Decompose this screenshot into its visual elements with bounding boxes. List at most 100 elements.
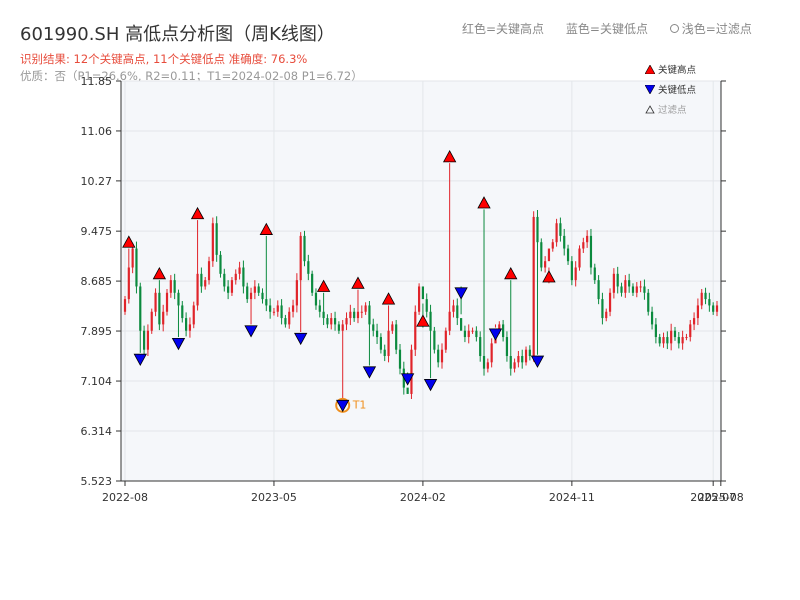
candle-body xyxy=(689,324,692,338)
x-tick-label: 2024-11 xyxy=(549,491,595,504)
candle-body xyxy=(414,311,417,350)
ring-icon xyxy=(669,24,679,33)
candle-body xyxy=(185,318,188,331)
key-low-marker xyxy=(530,355,545,368)
candle-body xyxy=(616,273,619,287)
candle-body xyxy=(712,305,715,312)
key-high-marker xyxy=(381,292,396,305)
candle-body xyxy=(139,286,142,331)
candle-body xyxy=(337,324,340,331)
candle-body xyxy=(570,261,573,281)
candle-body xyxy=(253,286,256,293)
candle-body xyxy=(448,311,451,331)
candle-body xyxy=(284,318,287,325)
candle-body xyxy=(429,311,432,331)
candle-body xyxy=(177,292,180,306)
candle-body xyxy=(398,349,402,369)
candle-body xyxy=(479,337,482,357)
candle-body xyxy=(406,387,409,394)
candle-body xyxy=(582,242,585,249)
candle-body xyxy=(123,299,127,312)
candle-body xyxy=(433,330,436,350)
candle-body xyxy=(162,311,165,325)
candle-body xyxy=(681,337,684,344)
y-tick-label: 7.895 xyxy=(81,325,113,338)
candle-body xyxy=(517,356,520,363)
plot-legend: 关键高点 关键低点 过滤点 xyxy=(644,64,696,124)
y-tick-label: 7.104 xyxy=(81,375,113,388)
candle-body xyxy=(482,356,486,369)
candle-body xyxy=(677,337,680,344)
candle-body xyxy=(509,356,512,369)
candle-body xyxy=(456,305,459,319)
candle-body xyxy=(127,267,130,300)
candle-body xyxy=(150,311,153,331)
candle-body xyxy=(597,280,600,300)
key-low-marker xyxy=(454,287,468,300)
candle-body xyxy=(207,261,211,281)
key-high-marker xyxy=(259,222,273,235)
candle-body xyxy=(586,235,589,243)
key-low-marker xyxy=(336,399,350,413)
candle-body xyxy=(715,305,719,312)
candle-body xyxy=(486,362,489,369)
candle-body xyxy=(341,324,344,331)
t1-label: T1 xyxy=(352,398,367,411)
candle-body xyxy=(444,330,447,350)
key-high-marker xyxy=(477,196,491,209)
candle-body xyxy=(635,286,638,293)
candle-body xyxy=(188,324,192,331)
candle-body xyxy=(551,242,554,249)
candle-body xyxy=(593,267,596,281)
candle-body xyxy=(356,311,360,319)
candle-body xyxy=(269,305,272,312)
key-low-marker xyxy=(423,379,438,392)
candle-body xyxy=(666,337,669,344)
candle-body xyxy=(513,362,516,369)
candle-body xyxy=(574,267,577,281)
candle-body xyxy=(314,292,318,306)
candle-body xyxy=(662,337,665,344)
candle-body xyxy=(639,286,642,288)
candle-body xyxy=(650,311,654,325)
candle-body xyxy=(326,318,329,325)
candle-body xyxy=(647,292,650,312)
candle-body xyxy=(654,324,657,338)
y-tick-label: 8.685 xyxy=(81,275,113,288)
candle-body xyxy=(165,292,169,312)
key-low-marker xyxy=(244,325,258,338)
key-low-marker xyxy=(133,353,147,367)
candle-body xyxy=(395,324,398,350)
candle-body xyxy=(502,324,505,338)
y-tick-label: 11.06 xyxy=(81,125,113,138)
candle-body xyxy=(658,337,661,344)
candle-body xyxy=(333,318,337,325)
candle-body xyxy=(524,349,528,363)
candle-body xyxy=(643,286,646,293)
candle-body xyxy=(578,248,581,268)
candle-body xyxy=(142,330,146,350)
candle-body xyxy=(288,311,291,325)
candle-body xyxy=(238,267,241,274)
candle-body xyxy=(307,261,310,274)
candle-body xyxy=(608,292,612,312)
candle-body xyxy=(364,305,367,312)
candle-body xyxy=(192,305,195,325)
candle-body xyxy=(131,248,134,268)
candle-body xyxy=(452,305,455,312)
top-legend-light: 浅色=过滤点 xyxy=(669,22,752,36)
x-tick-label: 2023-05 xyxy=(251,491,297,504)
candle-body xyxy=(555,223,558,243)
candle-body xyxy=(417,286,421,312)
candle-body xyxy=(440,349,444,363)
candle-body xyxy=(158,292,161,325)
y-tick-label: 11.85 xyxy=(81,75,113,88)
quality-summary: 优质：否（P1=26.6%, R2=0.11；T1=2024-02-08 P1=… xyxy=(20,69,363,83)
candle-body xyxy=(372,324,375,331)
top-legend-blue: 蓝色=关键低点 xyxy=(565,22,648,36)
candle-body xyxy=(475,330,478,338)
candle-body xyxy=(490,343,493,363)
candle-body xyxy=(265,299,268,306)
candle-body xyxy=(215,223,218,255)
